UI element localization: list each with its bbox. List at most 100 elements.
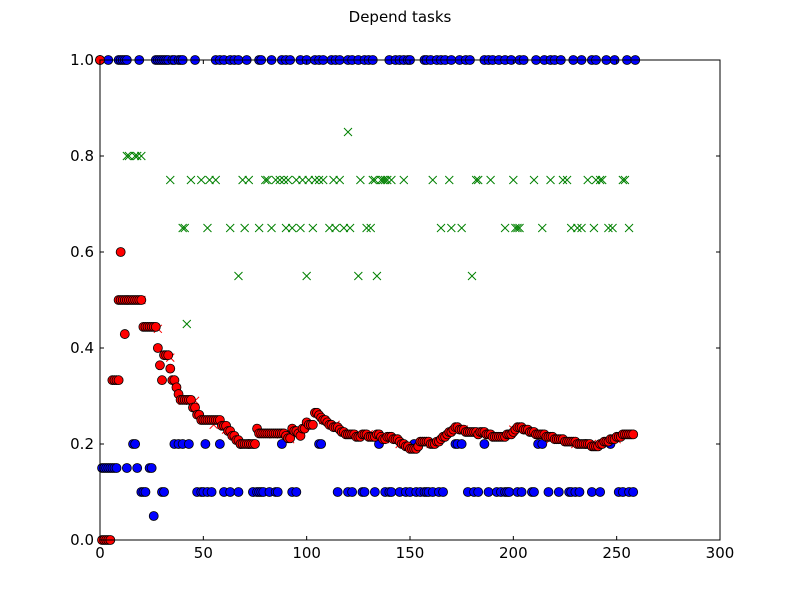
data-point — [500, 223, 510, 233]
data-point — [511, 223, 520, 233]
data-point — [368, 175, 378, 185]
x-tick-label: 0 — [95, 544, 105, 562]
data-point — [566, 223, 576, 233]
data-point — [165, 175, 175, 185]
data-point — [318, 175, 328, 185]
chart-title: Depend tasks — [348, 8, 452, 26]
data-point — [370, 175, 380, 185]
data-point — [225, 223, 235, 233]
data-point — [111, 463, 122, 473]
data-point — [136, 151, 146, 161]
data-point — [529, 175, 539, 185]
data-point — [345, 223, 355, 233]
data-point — [267, 223, 276, 233]
data-point — [444, 175, 454, 185]
data-point — [211, 175, 221, 185]
data-point — [157, 375, 167, 386]
data-point — [428, 175, 438, 185]
data-point — [577, 223, 586, 233]
data-point — [325, 223, 334, 233]
data-point — [372, 271, 382, 281]
data-point — [608, 223, 617, 233]
data-point — [386, 487, 397, 497]
x-tick-label: 150 — [396, 544, 425, 562]
data-point — [347, 487, 358, 497]
data-point — [310, 175, 320, 185]
y-tick-label: 0.2 — [70, 435, 94, 453]
data-point — [214, 439, 225, 449]
data-point — [516, 487, 527, 497]
data-point — [562, 175, 572, 185]
data-point — [140, 487, 151, 497]
data-point — [537, 439, 548, 449]
y-tick-label: 0.6 — [70, 243, 94, 261]
data-point — [302, 271, 312, 281]
data-point — [281, 223, 291, 233]
data-point — [130, 439, 141, 449]
data-point — [387, 175, 396, 185]
data-point — [620, 175, 630, 185]
data-point — [183, 439, 194, 449]
data-point — [438, 487, 448, 497]
data-point — [146, 463, 157, 473]
data-point — [240, 223, 250, 233]
data-point — [298, 175, 307, 185]
data-point — [250, 439, 260, 449]
data-point — [457, 223, 467, 233]
data-point — [436, 223, 446, 233]
data-point — [272, 487, 283, 497]
data-point — [537, 223, 547, 233]
data-point — [113, 375, 124, 386]
data-point — [238, 175, 247, 185]
data-point — [307, 419, 318, 430]
data-point — [316, 439, 327, 449]
data-point — [618, 175, 628, 185]
x-tick-label: 100 — [292, 544, 321, 562]
data-point — [200, 439, 211, 449]
data-point — [473, 175, 483, 185]
x-tick-label: 200 — [499, 544, 528, 562]
data-point — [378, 175, 388, 185]
data-point — [543, 487, 554, 497]
data-point — [178, 223, 188, 233]
data-point — [595, 487, 606, 497]
data-point — [115, 247, 126, 257]
data-point — [591, 175, 601, 185]
data-point — [244, 175, 254, 185]
data-point — [155, 360, 165, 371]
data-point — [573, 223, 582, 233]
data-point — [586, 487, 597, 497]
data-point — [529, 487, 539, 497]
data-point — [150, 321, 161, 332]
data-point — [233, 487, 244, 497]
y-tick-label: 0.4 — [70, 339, 94, 357]
data-point — [332, 487, 343, 497]
plot-frame — [99, 59, 721, 541]
data-point — [456, 439, 467, 449]
data-point — [291, 487, 302, 497]
data-point — [122, 151, 132, 161]
data-point — [339, 223, 349, 233]
axis-ticks: 0 50 100 150 200 250 300 0.0 0.2 0.4 0.6 0.8 1.0 — [70, 51, 734, 562]
data-point — [376, 175, 386, 185]
data-point — [296, 223, 305, 233]
data-point — [467, 271, 477, 281]
data-point — [186, 175, 196, 185]
data-point — [275, 175, 285, 185]
y-tick-label: 1.0 — [70, 51, 94, 69]
data-point — [263, 175, 272, 185]
data-point — [335, 175, 345, 185]
data-point — [483, 487, 494, 497]
data-point — [291, 175, 301, 185]
data-point — [356, 175, 365, 185]
data-point — [304, 175, 314, 185]
data-point — [399, 175, 409, 185]
data-point — [504, 487, 515, 497]
data-point — [159, 487, 169, 497]
data-point — [285, 433, 296, 444]
data-point — [260, 175, 270, 185]
data-point — [206, 487, 217, 497]
data-point — [165, 363, 176, 374]
data-point — [446, 223, 456, 233]
